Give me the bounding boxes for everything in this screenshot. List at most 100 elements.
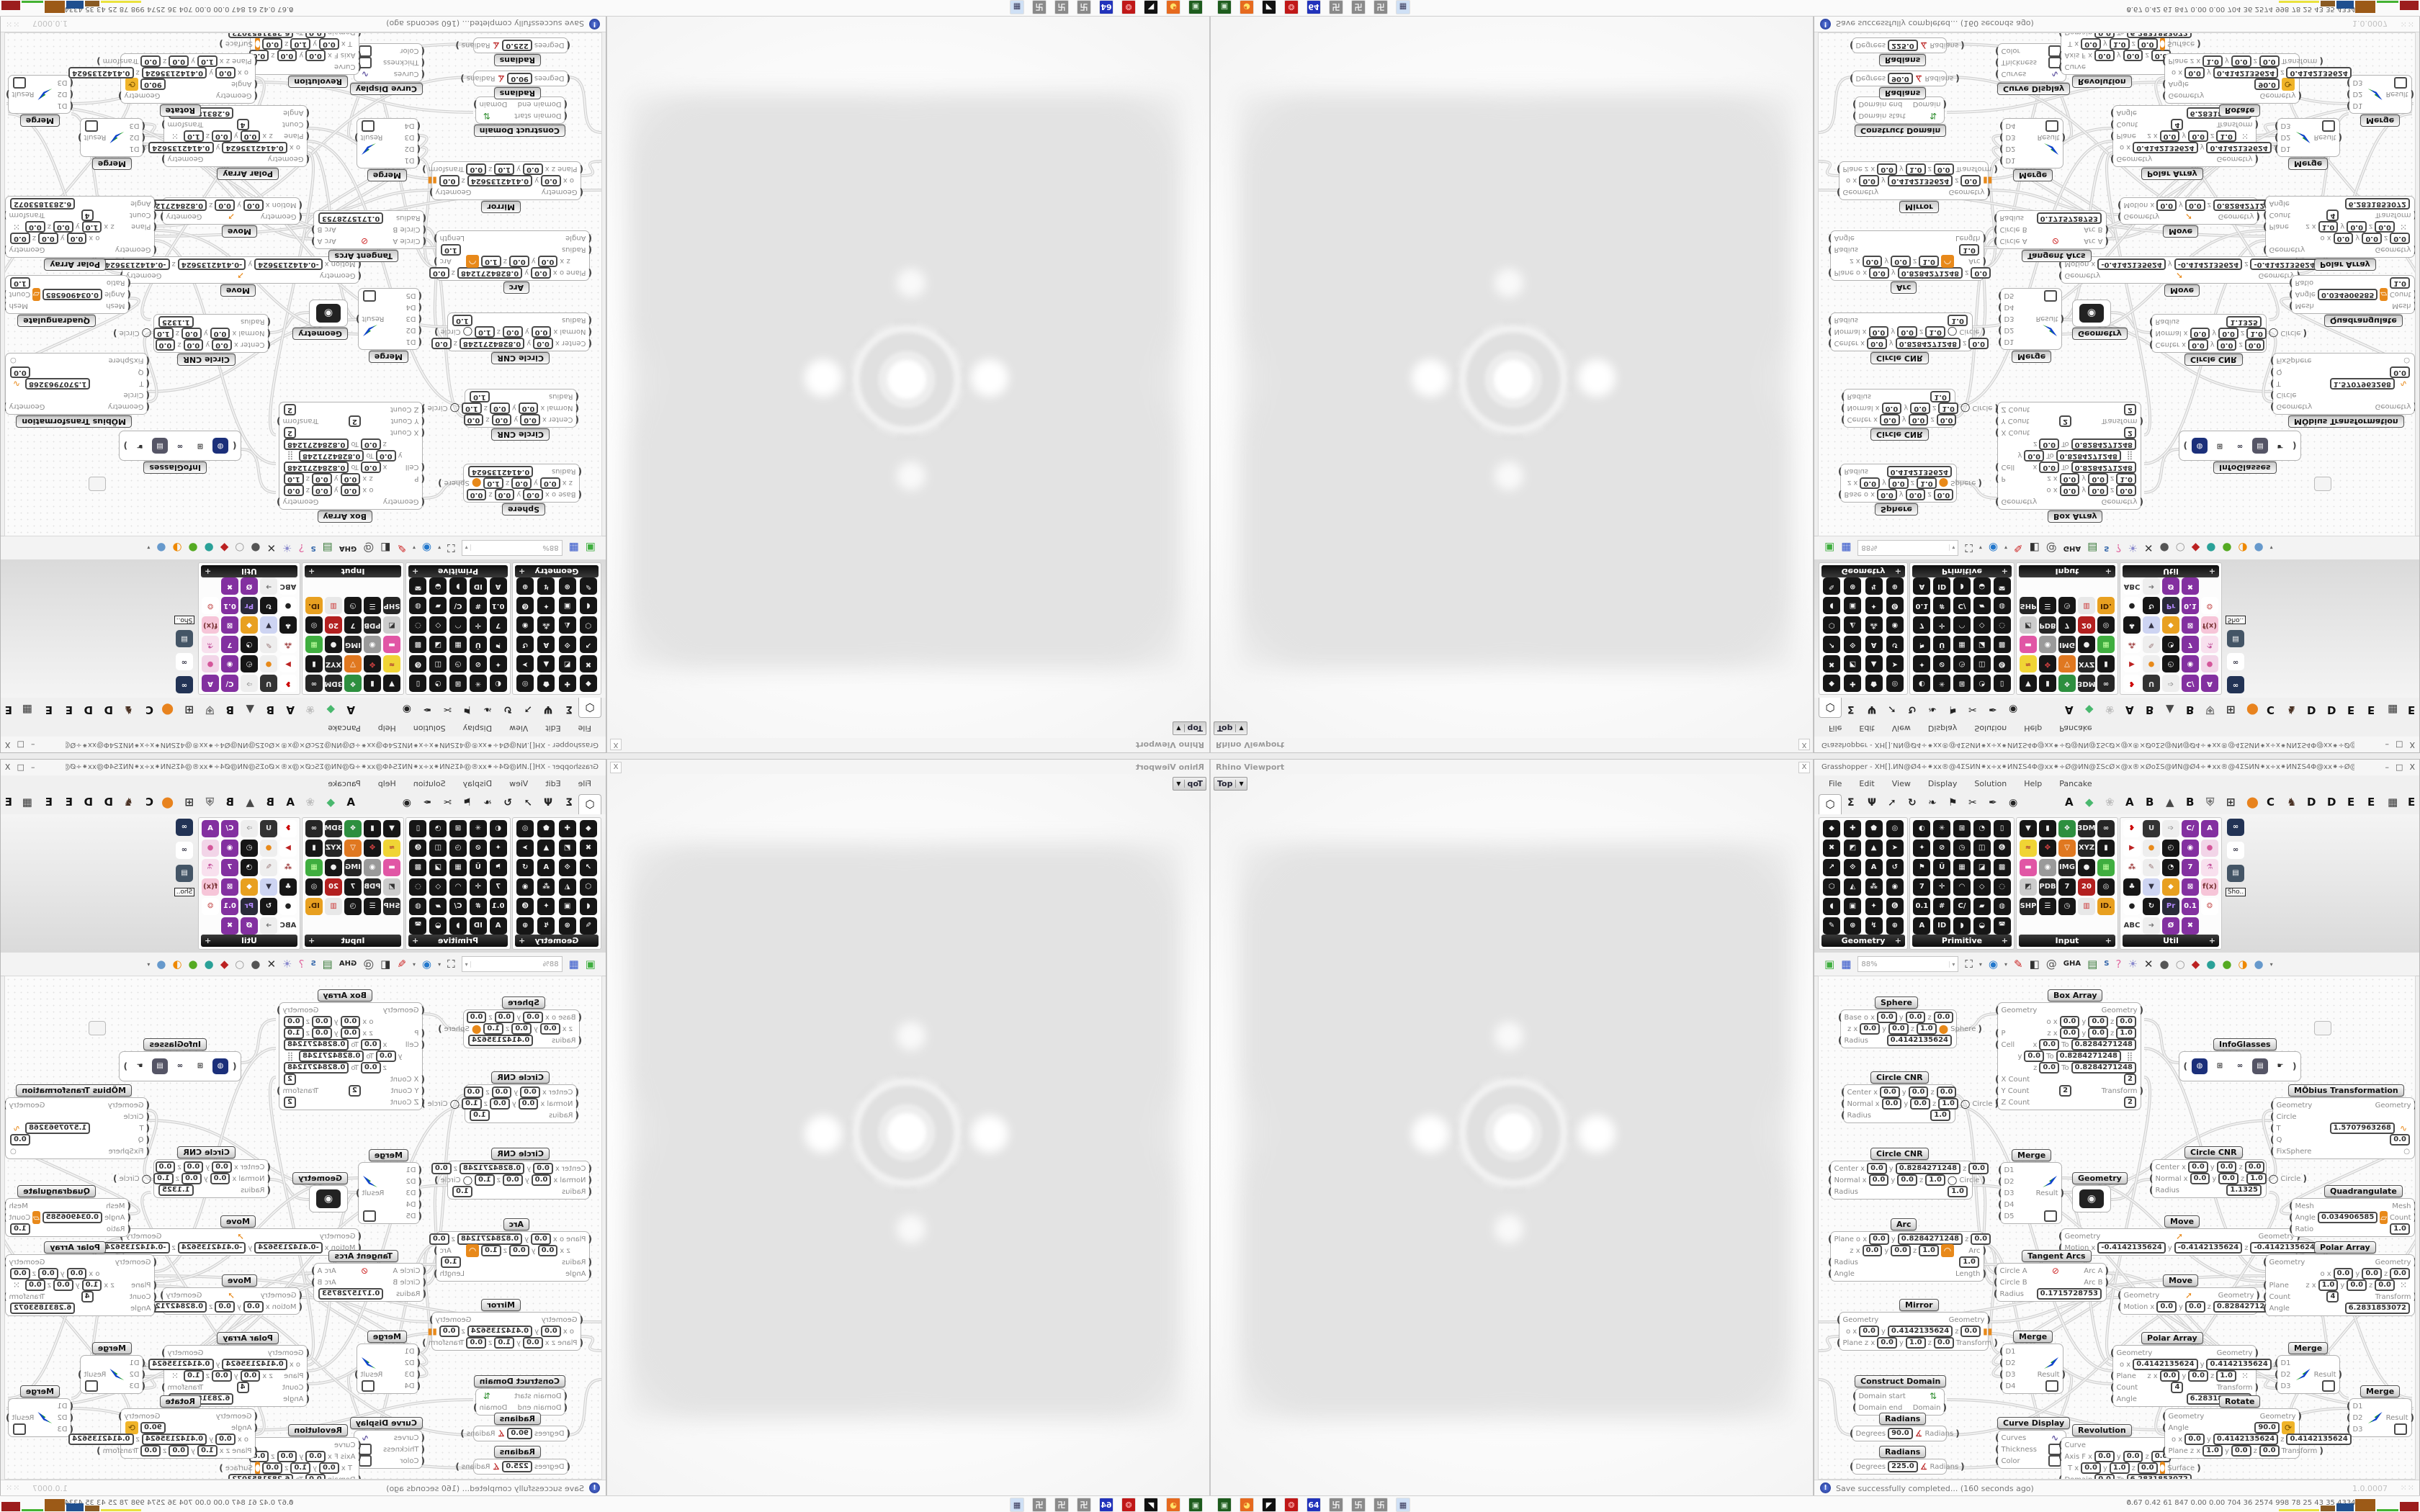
output-port[interactable]: ) (311, 225, 315, 235)
input-port[interactable]: ( (416, 156, 421, 166)
component-icon[interactable]: ● (2143, 655, 2160, 672)
component-icon[interactable]: ↺ (1886, 636, 1904, 653)
input-port[interactable]: ( (1838, 467, 1842, 477)
value-box[interactable]: 1.0 (1959, 244, 1979, 256)
value-box[interactable]: 0.0 (2039, 1039, 2060, 1050)
tab-icon[interactable]: ⚑ (462, 703, 472, 715)
node-radians-1[interactable]: (Degrees 90.0 ∡ Radians) (460, 71, 570, 86)
value-box[interactable]: 1.0 (1916, 477, 1937, 489)
tab-icon[interactable]: Ψ (544, 797, 552, 809)
green-app-icon[interactable]: ▣ (1188, 0, 1203, 14)
input-port[interactable]: ( (1850, 1462, 1854, 1472)
component-icon[interactable]: ▮ (2039, 820, 2056, 837)
component-icon[interactable]: ▦ (449, 636, 467, 653)
output-port[interactable]: ) (1942, 99, 1947, 109)
input-port[interactable]: ( (2347, 89, 2351, 99)
component-icon[interactable]: 3DM (325, 675, 342, 692)
input-port[interactable]: ( (2275, 1381, 2279, 1391)
input-port[interactable]: ( (145, 390, 150, 400)
component-icon[interactable]: 7 (1913, 878, 1931, 896)
component-icon[interactable]: ◆ (241, 616, 258, 634)
input-port[interactable]: ( (421, 58, 425, 68)
palette-title[interactable]: Geometry + (1821, 935, 1905, 947)
component-icon[interactable]: ▩ (1993, 636, 2011, 653)
node-tangent-arcs[interactable]: (Circle A ⊘ Arc A)(Circle B Arc B)(Radius 0.… (1994, 1263, 2109, 1302)
input-port[interactable]: ( (141, 1369, 145, 1380)
component-icon[interactable]: ↺ (516, 636, 534, 653)
value-box[interactable]: 4 (81, 1291, 94, 1302)
value-box[interactable]: 0.0 (1905, 1012, 1926, 1023)
input-port[interactable]: ( (2118, 200, 2122, 210)
component-icon[interactable]: ◉ (1886, 616, 1904, 634)
tab-plugin[interactable]: E (4, 796, 12, 809)
input-port[interactable]: ( (1994, 1266, 1998, 1276)
input-port[interactable]: ( (153, 245, 157, 255)
component-icon[interactable]: Ø (241, 917, 258, 935)
component-icon[interactable]: ◇ (1973, 616, 1991, 634)
component-icon[interactable]: # (1933, 597, 1951, 614)
output-port[interactable]: ) (1994, 164, 1998, 174)
zoom-level-box[interactable]: 88% ▾ (461, 956, 563, 972)
input-port[interactable]: ( (357, 50, 362, 60)
component-icon[interactable]: IMG (344, 859, 362, 876)
value-box[interactable]: 0.0 (2259, 55, 2280, 67)
component-icon[interactable]: ✚ (558, 820, 576, 837)
revolution-label[interactable]: Revolution (288, 1424, 348, 1436)
component-icon[interactable]: ◫ (429, 840, 447, 857)
output-port[interactable]: ) (4, 245, 6, 255)
input-port[interactable]: ( (2289, 289, 2293, 300)
curve-display-label[interactable]: Curve Display (349, 1417, 423, 1429)
value-box[interactable]: 0.0 (215, 199, 236, 211)
output-port[interactable]: ) (6, 1413, 10, 1423)
viewport-view-tab[interactable]: Top ▼ (1173, 777, 1206, 791)
tab-plugin[interactable]: ❀ (305, 796, 315, 809)
cluster-icon[interactable]: @ (2045, 957, 2057, 971)
component-icon[interactable]: ♣ (2123, 878, 2141, 896)
output-port[interactable]: ) (311, 1266, 315, 1276)
output-port[interactable]: ) (438, 1024, 442, 1034)
display-sphere-orange-icon[interactable]: ◑ (172, 541, 182, 555)
value-box[interactable]: 0.0 (2094, 50, 2115, 61)
component-icon[interactable]: A (537, 859, 555, 876)
component-icon[interactable]: C/ (2182, 675, 2199, 692)
value-box[interactable]: 0.0 (2347, 1279, 2367, 1291)
component-icon[interactable]: ⚑ (1913, 859, 1931, 876)
tab-plugin[interactable]: E (65, 796, 73, 809)
input-port[interactable]: ( (588, 327, 592, 337)
component-icon[interactable]: A (202, 675, 219, 692)
polar-array-3-label[interactable]: Polar Array (44, 258, 106, 271)
zoom-extents-icon[interactable]: ⛶ (1965, 957, 1973, 971)
output-port[interactable]: ) (2414, 1292, 2416, 1302)
component-icon[interactable]: ◔ (241, 636, 258, 653)
component-icon[interactable]: ❥ (279, 820, 297, 837)
input-port[interactable]: ( (266, 340, 271, 350)
node-rotate[interactable]: (Geometry Geometry)(Angle 90.0 ⟳ o x 0.0 y 0.41… (68, 1408, 258, 1459)
component-icon[interactable]: ⚑ (489, 859, 507, 876)
menu-help[interactable]: Help (2024, 778, 2043, 788)
output-port[interactable]: ) (118, 1411, 122, 1421)
value-box[interactable]: 0.8284271248 (1895, 1163, 1961, 1174)
value-box[interactable]: 0.0 (2188, 339, 2208, 351)
value-box[interactable]: 0.0 (508, 256, 529, 267)
tab-icon[interactable]: ❧ (483, 703, 492, 715)
component-icon[interactable]: ♣ (2123, 616, 2141, 634)
tab-icon[interactable]: ➚ (524, 703, 532, 715)
input-port[interactable]: ( (127, 289, 131, 300)
tab-plugin[interactable]: ♞ (2287, 703, 2297, 716)
tab-plugin[interactable]: D (104, 796, 113, 809)
value-box[interactable]: 0.0 (1971, 1233, 1991, 1245)
value-box[interactable]: 0.0 (511, 1023, 532, 1035)
value-box[interactable]: 6.2831853072 (10, 198, 76, 210)
tab-params[interactable]: ⬡ (1819, 697, 1842, 718)
value-box[interactable]: 1.0 (1930, 1110, 1950, 1121)
value-box[interactable]: 1.0 (284, 1027, 304, 1039)
value-box[interactable]: 4 (81, 210, 94, 221)
value-box[interactable]: 0.0 (2081, 1462, 2101, 1474)
output-port[interactable]: ) (2298, 91, 2302, 101)
component-icon[interactable]: 7 (221, 636, 238, 653)
cluster-icon[interactable]: @ (2045, 541, 2057, 555)
value-box[interactable]: 0.0 (25, 1279, 45, 1291)
input-port[interactable]: ( (421, 474, 425, 484)
palette-title[interactable]: Primitive + (408, 935, 508, 947)
output-port[interactable]: ) (4, 1292, 7, 1302)
